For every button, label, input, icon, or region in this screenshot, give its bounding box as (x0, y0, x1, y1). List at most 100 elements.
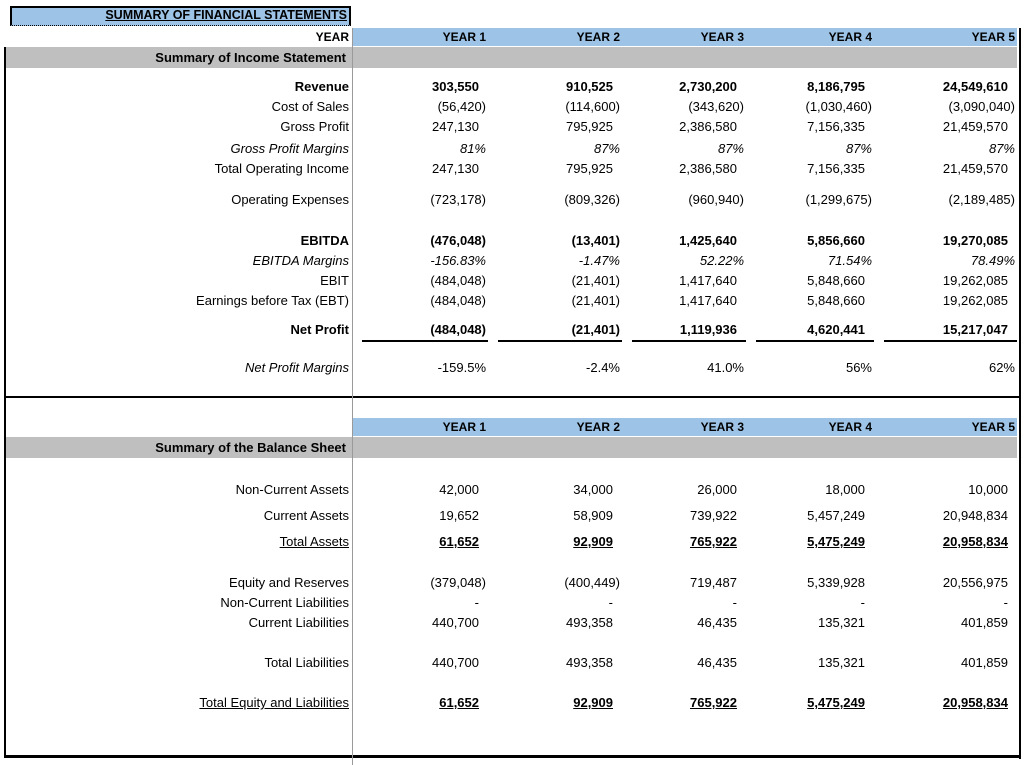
year-header-1[interactable]: YEAR 1 (352, 418, 488, 436)
cell-net-profit-margins-year-2[interactable]: -2.4% (586, 360, 620, 375)
row-label-equity-and-reserves[interactable]: Equity and Reserves (229, 575, 349, 590)
cell-total-operating-income-year-3[interactable]: 2,386,580 (679, 161, 737, 176)
cell-equity-and-reserves-year-1[interactable]: (379,048) (430, 575, 486, 590)
row-label-ebit[interactable]: EBIT (320, 273, 349, 288)
cell-total-equity-and-liabilities-year-1[interactable]: 61,652 (439, 695, 479, 710)
cell-ebit-year-4[interactable]: 5,848,660 (807, 273, 865, 288)
cell-gross-profit-margins-year-4[interactable]: 87% (845, 141, 872, 156)
cell-total-liabilities-year-1[interactable]: 440,700 (432, 655, 479, 670)
row-label-current-assets[interactable]: Current Assets (263, 508, 349, 523)
year-header-5[interactable]: YEAR 5 (874, 28, 1017, 46)
cell-current-assets-year-4[interactable]: 5,457,249 (807, 508, 865, 523)
row-label-non-current-liabilities[interactable]: Non-Current Liabilities (220, 595, 349, 610)
cell-gross-profit-margins-year-5[interactable]: 87% (988, 141, 1015, 156)
year-header-4[interactable]: YEAR 4 (746, 418, 874, 436)
year-header-3[interactable]: YEAR 3 (622, 28, 746, 46)
cell-net-profit-year-3[interactable]: 1,119,936 (632, 320, 746, 342)
cell-current-liabilities-year-1[interactable]: 440,700 (432, 615, 479, 630)
cell-non-current-assets-year-5[interactable]: 10,000 (968, 482, 1008, 497)
row-label-gross-profit-margins[interactable]: Gross Profit Margins (230, 141, 349, 156)
row-label-current-liabilities[interactable]: Current Liabilities (248, 615, 349, 630)
cell-total-liabilities-year-3[interactable]: 46,435 (697, 655, 737, 670)
cell-ebit-year-3[interactable]: 1,417,640 (679, 273, 737, 288)
cell-non-current-liabilities-year-5[interactable]: - (1003, 595, 1008, 610)
cell-non-current-assets-year-3[interactable]: 26,000 (697, 482, 737, 497)
cell-total-assets-year-4[interactable]: 5,475,249 (807, 534, 865, 549)
cell-equity-and-reserves-year-3[interactable]: 719,487 (690, 575, 737, 590)
cell-earnings-before-tax-ebt-year-4[interactable]: 5,848,660 (807, 293, 865, 308)
cell-total-assets-year-5[interactable]: 20,958,834 (942, 534, 1008, 549)
cell-net-profit-margins-year-4[interactable]: 56% (845, 360, 872, 375)
cell-non-current-assets-year-4[interactable]: 18,000 (825, 482, 865, 497)
year-header-2[interactable]: YEAR 2 (488, 28, 622, 46)
cell-gross-profit-year-3[interactable]: 2,386,580 (679, 119, 737, 134)
cell-ebitda-margins-year-5[interactable]: 78.49% (970, 253, 1015, 268)
row-label-revenue[interactable]: Revenue (294, 79, 349, 94)
cell-ebitda-year-4[interactable]: 5,856,660 (807, 233, 865, 248)
cell-net-profit-year-1[interactable]: (484,048) (362, 320, 488, 342)
cell-cost-of-sales-year-1[interactable]: (56,420) (437, 99, 486, 114)
cell-revenue-year-2[interactable]: 910,525 (566, 79, 613, 94)
year-header-4[interactable]: YEAR 4 (746, 28, 874, 46)
year-header-5[interactable]: YEAR 5 (874, 418, 1017, 436)
cell-total-operating-income-year-2[interactable]: 795,925 (566, 161, 613, 176)
cell-gross-profit-year-4[interactable]: 7,156,335 (807, 119, 865, 134)
cell-equity-and-reserves-year-5[interactable]: 20,556,975 (942, 575, 1008, 590)
row-label-net-profit[interactable]: Net Profit (290, 322, 350, 337)
cell-gross-profit-year-5[interactable]: 21,459,570 (942, 119, 1008, 134)
cell-ebit-year-5[interactable]: 19,262,085 (942, 273, 1008, 288)
cell-cost-of-sales-year-3[interactable]: (343,620) (688, 99, 744, 114)
cell-gross-profit-margins-year-2[interactable]: 87% (593, 141, 620, 156)
row-label-ebitda[interactable]: EBITDA (300, 233, 349, 248)
cell-total-operating-income-year-1[interactable]: 247,130 (432, 161, 479, 176)
cell-operating-expenses-year-4[interactable]: (1,299,675) (805, 192, 873, 207)
row-label-ebitda-margins[interactable]: EBITDA Margins (252, 253, 349, 268)
cell-total-equity-and-liabilities-year-2[interactable]: 92,909 (573, 695, 613, 710)
cell-ebitda-margins-year-4[interactable]: 71.54% (827, 253, 872, 268)
year-header-3[interactable]: YEAR 3 (622, 418, 746, 436)
cell-current-assets-year-3[interactable]: 739,922 (690, 508, 737, 523)
cell-net-profit-year-4[interactable]: 4,620,441 (756, 320, 874, 342)
cell-net-profit-year-2[interactable]: (21,401) (498, 320, 622, 342)
cell-ebit-year-2[interactable]: (21,401) (571, 273, 620, 288)
cell-current-assets-year-2[interactable]: 58,909 (573, 508, 613, 523)
cell-gross-profit-year-1[interactable]: 247,130 (432, 119, 479, 134)
cell-total-liabilities-year-5[interactable]: 401,859 (961, 655, 1008, 670)
year-header-2[interactable]: YEAR 2 (488, 418, 622, 436)
row-label-total-operating-income[interactable]: Total Operating Income (214, 161, 349, 176)
cell-total-operating-income-year-5[interactable]: 21,459,570 (942, 161, 1008, 176)
cell-operating-expenses-year-1[interactable]: (723,178) (430, 192, 486, 207)
cell-non-current-liabilities-year-3[interactable]: - (732, 595, 737, 610)
row-label-earnings-before-tax-ebt[interactable]: Earnings before Tax (EBT) (196, 293, 349, 308)
cell-ebitda-year-2[interactable]: (13,401) (571, 233, 620, 248)
cell-earnings-before-tax-ebt-year-2[interactable]: (21,401) (571, 293, 620, 308)
row-label-total-equity-and-liabilities[interactable]: Total Equity and Liabilities (199, 695, 349, 710)
cell-revenue-year-5[interactable]: 24,549,610 (942, 79, 1008, 94)
cell-equity-and-reserves-year-4[interactable]: 5,339,928 (807, 575, 865, 590)
cell-cost-of-sales-year-4[interactable]: (1,030,460) (805, 99, 873, 114)
cell-total-equity-and-liabilities-year-5[interactable]: 20,958,834 (942, 695, 1008, 710)
cell-total-assets-year-2[interactable]: 92,909 (573, 534, 613, 549)
row-label-operating-expenses[interactable]: Operating Expenses (231, 192, 349, 207)
cell-ebitda-margins-year-2[interactable]: -1.47% (578, 253, 620, 268)
cell-ebit-year-1[interactable]: (484,048) (430, 273, 486, 288)
cell-equity-and-reserves-year-2[interactable]: (400,449) (564, 575, 620, 590)
cell-net-profit-margins-year-5[interactable]: 62% (988, 360, 1015, 375)
cell-gross-profit-margins-year-3[interactable]: 87% (717, 141, 744, 156)
income-statement-title[interactable]: Summary of Income Statement (155, 50, 346, 65)
cell-earnings-before-tax-ebt-year-3[interactable]: 1,417,640 (679, 293, 737, 308)
cell-total-liabilities-year-2[interactable]: 493,358 (566, 655, 613, 670)
cell-ebitda-year-5[interactable]: 19,270,085 (942, 233, 1008, 248)
cell-current-liabilities-year-5[interactable]: 401,859 (961, 615, 1008, 630)
cell-gross-profit-margins-year-1[interactable]: 81% (459, 141, 486, 156)
cell-non-current-assets-year-2[interactable]: 34,000 (573, 482, 613, 497)
cell-non-current-assets-year-1[interactable]: 42,000 (439, 482, 479, 497)
cell-net-profit-year-5[interactable]: 15,217,047 (884, 320, 1017, 342)
cell-revenue-year-3[interactable]: 2,730,200 (679, 79, 737, 94)
cell-earnings-before-tax-ebt-year-1[interactable]: (484,048) (430, 293, 486, 308)
cell-operating-expenses-year-2[interactable]: (809,326) (564, 192, 620, 207)
cell-ebitda-year-3[interactable]: 1,425,640 (679, 233, 737, 248)
cell-total-assets-year-1[interactable]: 61,652 (439, 534, 479, 549)
cell-ebitda-year-1[interactable]: (476,048) (430, 233, 486, 248)
cell-gross-profit-year-2[interactable]: 795,925 (566, 119, 613, 134)
